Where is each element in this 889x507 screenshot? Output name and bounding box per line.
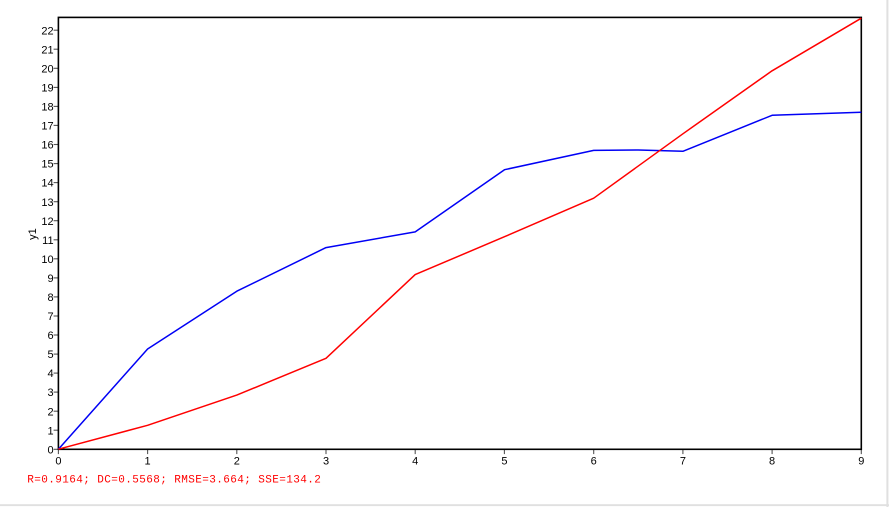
svg-text:1: 1 [47,425,53,437]
svg-text:16: 16 [41,140,53,152]
svg-text:y1: y1 [27,228,39,240]
svg-text:2: 2 [234,455,240,467]
svg-text:21: 21 [41,44,53,56]
svg-text:5: 5 [47,349,53,361]
svg-text:3: 3 [323,455,329,467]
svg-text:11: 11 [42,235,53,247]
svg-text:18: 18 [41,102,53,114]
svg-text:2: 2 [47,406,53,418]
svg-text:7: 7 [680,455,686,467]
svg-text:6: 6 [591,455,597,467]
svg-text:22: 22 [41,25,53,37]
svg-text:8: 8 [47,292,53,304]
svg-text:14: 14 [41,178,53,190]
svg-text:13: 13 [41,197,53,209]
svg-text:19: 19 [41,83,53,95]
svg-text:17: 17 [41,121,53,133]
svg-text:15: 15 [41,159,53,171]
svg-text:20: 20 [41,63,53,75]
svg-text:1: 1 [145,455,151,467]
svg-text:7: 7 [47,311,53,323]
svg-text:R=0.9164; DC=0.5568; RMSE=3.66: R=0.9164; DC=0.5568; RMSE=3.664; SSE=134… [27,475,321,487]
svg-text:8: 8 [769,455,775,467]
svg-text:12: 12 [41,216,53,228]
svg-text:0: 0 [47,444,53,456]
svg-text:9: 9 [47,273,53,285]
svg-text:9: 9 [858,455,864,467]
svg-text:3: 3 [47,387,53,399]
svg-text:4: 4 [47,368,53,380]
svg-text:4: 4 [412,455,418,467]
svg-text:6: 6 [47,330,53,342]
svg-text:0: 0 [55,455,61,467]
svg-text:10: 10 [41,254,53,266]
svg-text:5: 5 [501,455,507,467]
